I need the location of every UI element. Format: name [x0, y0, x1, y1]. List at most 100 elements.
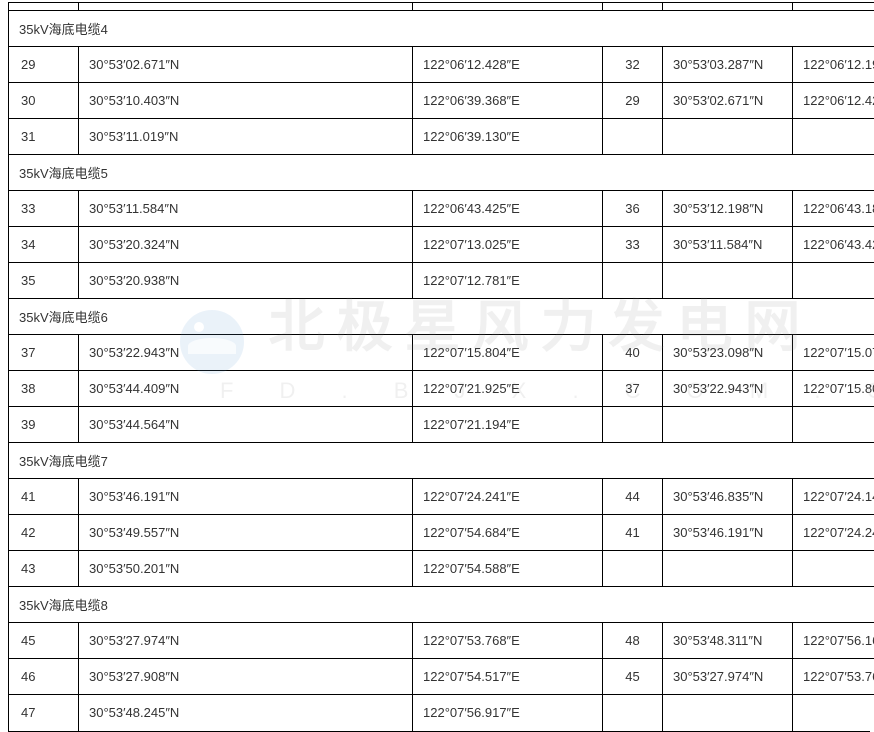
table-cell [603, 119, 663, 155]
table-cell [603, 551, 663, 587]
table-cell: 122°06′12.428″E [793, 83, 874, 119]
table-cell: 122°07′53.768″E [793, 659, 874, 695]
table-cell: 30°53′48.311″N [663, 623, 793, 659]
table-cell [663, 119, 793, 155]
table-cell: 122°07′53.768″E [413, 623, 603, 659]
table-cell: 30°53′44.409″N [79, 371, 413, 407]
table-cell: 48 [603, 623, 663, 659]
coordinate-table: 35kV海底电缆42930°53′02.671″N122°06′12.428″E… [8, 2, 870, 732]
table-row: 4630°53′27.908″N122°07′54.517″E4530°53′2… [9, 659, 874, 695]
table-cell: 122°06′12.428″E [413, 47, 603, 83]
table-cell: 30°53′23.098″N [663, 335, 793, 371]
table-cell: 30°53′27.974″N [79, 623, 413, 659]
table-cell: 122°06′43.425″E [793, 227, 874, 263]
section-header: 35kV海底电缆6 [9, 299, 874, 335]
table-cell: 122°07′15.804″E [793, 371, 874, 407]
section-header-row: 35kV海底电缆7 [9, 443, 874, 479]
table-cell: 30°53′50.201″N [79, 551, 413, 587]
table-cell [793, 119, 874, 155]
table-cell: 46 [9, 659, 79, 695]
table-cell: 41 [9, 479, 79, 515]
table-cell: 122°07′21.925″E [413, 371, 603, 407]
table-cell: 36 [603, 191, 663, 227]
table-cell: 30°53′44.564″N [79, 407, 413, 443]
table-cell: 35 [9, 263, 79, 299]
table-cell: 122°06′43.425″E [413, 191, 603, 227]
section-header-row: 35kV海底电缆8 [9, 587, 874, 623]
section-header: 35kV海底电缆5 [9, 155, 874, 191]
table-cell [793, 263, 874, 299]
table-cell: 122°07′54.684″E [413, 515, 603, 551]
table-cell: 122°07′54.588″E [413, 551, 603, 587]
table-row: 4130°53′46.191″N122°07′24.241″E4430°53′4… [9, 479, 874, 515]
table-cell [793, 695, 874, 731]
table-cell: 30°53′02.671″N [663, 83, 793, 119]
table-cell: 45 [603, 659, 663, 695]
table-cell: 30°53′20.324″N [79, 227, 413, 263]
table-cell: 30°53′46.191″N [663, 515, 793, 551]
table-row: 4530°53′27.974″N122°07′53.768″E4830°53′4… [9, 623, 874, 659]
table-row: 4330°53′50.201″N122°07′54.588″E [9, 551, 874, 587]
table-row: 3430°53′20.324″N122°07′13.025″E3330°53′1… [9, 227, 874, 263]
table-row: 4730°53′48.245″N122°07′56.917″E [9, 695, 874, 731]
table-cell [793, 407, 874, 443]
table-cell: 37 [603, 371, 663, 407]
table-cell: 34 [9, 227, 79, 263]
table-cell: 122°07′56.917″E [413, 695, 603, 731]
table-row: 3330°53′11.584″N122°06′43.425″E3630°53′1… [9, 191, 874, 227]
table-row: 4230°53′49.557″N122°07′54.684″E4130°53′4… [9, 515, 874, 551]
table-cell: 30°53′03.287″N [663, 47, 793, 83]
table-cell: 37 [9, 335, 79, 371]
table-cell: 30°53′20.938″N [79, 263, 413, 299]
table-cell: 42 [9, 515, 79, 551]
table-cell: 40 [603, 335, 663, 371]
table-cell [663, 407, 793, 443]
table-cell: 30°53′02.671″N [79, 47, 413, 83]
table-cell: 30°53′46.835″N [663, 479, 793, 515]
table-cell: 122°07′13.025″E [413, 227, 603, 263]
table-cell: 122°06′39.130″E [413, 119, 603, 155]
table-cell: 30°53′49.557″N [79, 515, 413, 551]
section-header: 35kV海底电缆8 [9, 587, 874, 623]
table-cell: 30°53′11.019″N [79, 119, 413, 155]
table-cell: 30°53′10.403″N [79, 83, 413, 119]
table-cell: 122°06′12.191″E [793, 47, 874, 83]
table-cell: 31 [9, 119, 79, 155]
table-cell: 122°07′24.145″E [793, 479, 874, 515]
table-cell: 33 [9, 191, 79, 227]
table-cell: 122°07′24.241″E [413, 479, 603, 515]
table-cell [603, 695, 663, 731]
table-cell: 122°06′39.368″E [413, 83, 603, 119]
table-cell: 43 [9, 551, 79, 587]
table-row: 3730°53′22.943″N122°07′15.804″E4030°53′2… [9, 335, 874, 371]
table-cell: 122°07′56.167″E [793, 623, 874, 659]
table-cell: 41 [603, 515, 663, 551]
table-row: 3930°53′44.564″N122°07′21.194″E [9, 407, 874, 443]
table-cell [663, 695, 793, 731]
table-cell: 122°07′12.781″E [413, 263, 603, 299]
table-cell: 122°06′43.181″E [793, 191, 874, 227]
table-row: 3130°53′11.019″N122°06′39.130″E [9, 119, 874, 155]
section-header-row: 35kV海底电缆4 [9, 11, 874, 47]
table-cell [663, 551, 793, 587]
table-cell [663, 263, 793, 299]
table-row: 3830°53′44.409″N122°07′21.925″E3730°53′2… [9, 371, 874, 407]
table-cell [793, 551, 874, 587]
section-header-row: 35kV海底电缆5 [9, 155, 874, 191]
table-cell: 47 [9, 695, 79, 731]
table-row: 3530°53′20.938″N122°07′12.781″E [9, 263, 874, 299]
table-cell: 30°53′22.943″N [663, 371, 793, 407]
table-cell: 30°53′11.584″N [663, 227, 793, 263]
table-cell: 122°07′15.804″E [413, 335, 603, 371]
table-cell: 30°53′22.943″N [79, 335, 413, 371]
table-cell: 29 [9, 47, 79, 83]
table-row: 3030°53′10.403″N122°06′39.368″E2930°53′0… [9, 83, 874, 119]
table-cell: 30°53′12.198″N [663, 191, 793, 227]
table-cell: 39 [9, 407, 79, 443]
table-cell: 33 [603, 227, 663, 263]
table-cell [603, 407, 663, 443]
table-cell: 122°07′21.194″E [413, 407, 603, 443]
table-cell: 29 [603, 83, 663, 119]
section-header: 35kV海底电缆7 [9, 443, 874, 479]
table-cell: 38 [9, 371, 79, 407]
